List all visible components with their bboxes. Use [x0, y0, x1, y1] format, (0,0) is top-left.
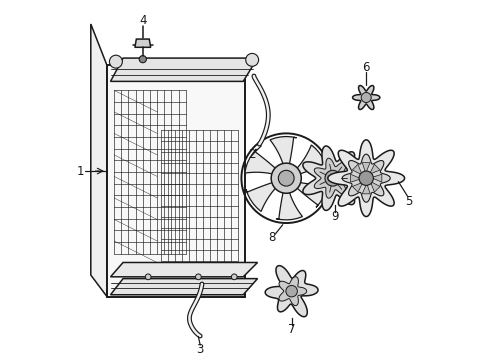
Circle shape: [271, 163, 301, 193]
Polygon shape: [328, 140, 405, 217]
Polygon shape: [362, 185, 370, 194]
Polygon shape: [350, 174, 360, 182]
Text: 2: 2: [248, 148, 255, 161]
Polygon shape: [362, 163, 370, 172]
Polygon shape: [303, 146, 366, 211]
Polygon shape: [370, 164, 380, 174]
Circle shape: [359, 171, 373, 185]
Circle shape: [196, 274, 201, 280]
Text: 9: 9: [331, 211, 339, 224]
Polygon shape: [276, 186, 302, 220]
Polygon shape: [279, 277, 307, 306]
Polygon shape: [353, 86, 380, 109]
Circle shape: [245, 53, 259, 66]
Text: 6: 6: [363, 60, 370, 73]
Polygon shape: [314, 158, 353, 198]
Bar: [107, 65, 245, 297]
Circle shape: [361, 93, 371, 103]
Circle shape: [146, 274, 151, 280]
Text: 3: 3: [196, 343, 204, 356]
Polygon shape: [265, 266, 318, 317]
Polygon shape: [111, 262, 258, 277]
Polygon shape: [270, 136, 296, 171]
Polygon shape: [111, 279, 258, 295]
Circle shape: [278, 170, 294, 186]
Polygon shape: [91, 24, 107, 297]
Polygon shape: [292, 181, 328, 207]
Circle shape: [325, 170, 341, 186]
Polygon shape: [342, 154, 390, 202]
Polygon shape: [352, 164, 362, 174]
Polygon shape: [352, 183, 363, 192]
Polygon shape: [292, 145, 326, 176]
Circle shape: [231, 274, 237, 280]
Text: 8: 8: [268, 231, 275, 244]
Text: 5: 5: [405, 195, 412, 208]
Polygon shape: [245, 149, 280, 176]
Text: 7: 7: [288, 323, 295, 336]
Polygon shape: [135, 39, 151, 47]
Polygon shape: [372, 174, 382, 182]
Circle shape: [286, 285, 297, 297]
Text: 1: 1: [77, 165, 84, 177]
Circle shape: [109, 55, 122, 68]
Circle shape: [139, 55, 147, 63]
Polygon shape: [111, 58, 258, 81]
Polygon shape: [371, 182, 380, 192]
Text: 4: 4: [139, 14, 147, 27]
Polygon shape: [246, 180, 280, 211]
